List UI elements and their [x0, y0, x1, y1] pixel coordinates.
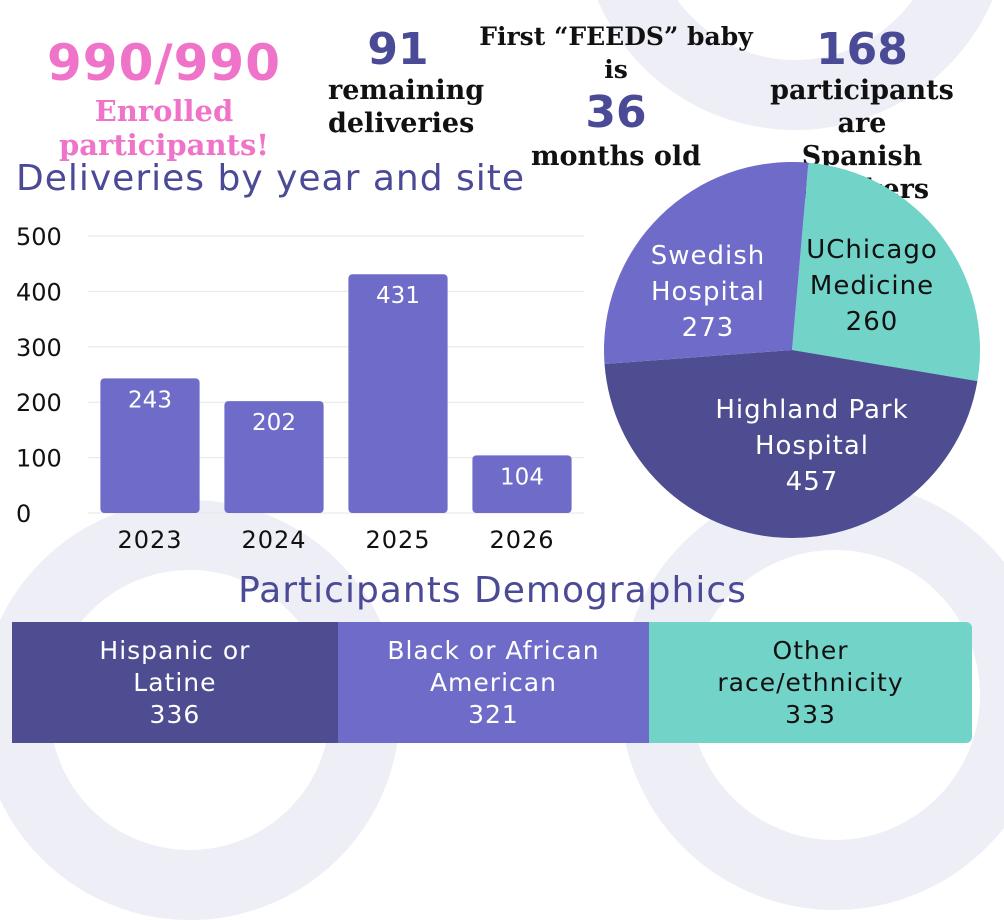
demographics-segment-label: Black or African: [387, 635, 600, 665]
y-tick-label: 400: [16, 278, 62, 306]
pie-slice-value: 273: [682, 313, 735, 343]
stat-first-baby: First “FEEDS” baby is 36 months old: [478, 20, 754, 173]
demographics-segment-label: American: [429, 667, 557, 697]
stat-remaining: 91 remaining deliveries: [328, 24, 485, 140]
stat-enrolled: 990/990 Enrolled participants!: [8, 34, 320, 162]
pie-slice: [604, 161, 809, 365]
pie-slice-label: Hospital: [651, 277, 765, 307]
remaining-label-line1: remaining: [328, 75, 485, 106]
bar: [472, 455, 572, 513]
demographics-bar: Hispanic or Latine 336 Black or African Amer…: [12, 622, 972, 743]
y-tick-label: 0: [16, 500, 31, 528]
bar-value-label: 104: [500, 464, 544, 490]
x-tick-label: 2023: [117, 526, 182, 554]
demographics-segment: Black or African American 321: [337, 622, 650, 743]
x-tick-label: 2025: [365, 526, 430, 554]
bar: [348, 274, 448, 513]
bar: [224, 401, 324, 513]
demographics-segment: Other race/ethnicity 333: [649, 622, 972, 743]
demographics-segment-label: Other: [772, 635, 849, 665]
pie-slice-label: Hospital: [755, 431, 869, 461]
enrolled-count: 990/990: [46, 34, 281, 92]
pie-slice: [792, 162, 980, 382]
pie-slice-label: UChicago: [806, 235, 938, 265]
bar-value-label: 202: [252, 410, 296, 436]
demographics-title: Participants Demographics: [238, 570, 747, 611]
x-tick-label: 2026: [489, 526, 554, 554]
y-tick-label: 500: [16, 223, 62, 251]
pie-slice-value: 457: [786, 467, 839, 497]
enrolled-label: Enrolled participants!: [58, 94, 270, 162]
pie-chart: UChicago Medicine 260 Highland Park Hospital…: [604, 161, 980, 538]
demographics-segment-label: Latine: [133, 667, 217, 697]
pie-slice-label: Medicine: [810, 271, 934, 301]
pie-slice-label: Swedish: [651, 241, 766, 271]
pie-slice-label: Highland Park: [715, 395, 908, 425]
first-baby-label-bottom: months old: [530, 141, 702, 172]
bar: [100, 378, 200, 513]
y-tick-label: 100: [16, 445, 62, 473]
remaining-count: 91: [367, 24, 429, 75]
first-baby-label-top: First “FEEDS” baby is: [479, 22, 753, 84]
bar-chart-title: Deliveries by year and site: [16, 158, 526, 199]
demographics-segment-label: race/ethnicity: [717, 667, 904, 697]
demographics-segment: Hispanic or Latine 336: [12, 622, 338, 743]
bar-chart: 0 100 200 300 400 500 243 2023 202 2024 431 2025 104…: [16, 223, 584, 554]
spanish-count: 168: [816, 24, 908, 75]
demographics-segment-value: 336: [149, 699, 201, 729]
pie-slice-value: 260: [846, 307, 899, 337]
pie-slice: [604, 350, 978, 538]
demographics-segment-value: 321: [468, 699, 519, 729]
first-baby-months: 36: [585, 87, 647, 138]
bar-value-label: 243: [128, 387, 172, 413]
spanish-label-line1: participants are: [770, 75, 954, 139]
demographics-segment-value: 333: [785, 699, 836, 729]
x-tick-label: 2024: [241, 526, 306, 554]
y-tick-label: 200: [16, 389, 62, 417]
remaining-label-line2: deliveries: [328, 108, 475, 139]
y-tick-label: 300: [16, 334, 62, 362]
demographics-segment-label: Hispanic or: [99, 635, 251, 665]
bar-value-label: 431: [376, 283, 420, 309]
